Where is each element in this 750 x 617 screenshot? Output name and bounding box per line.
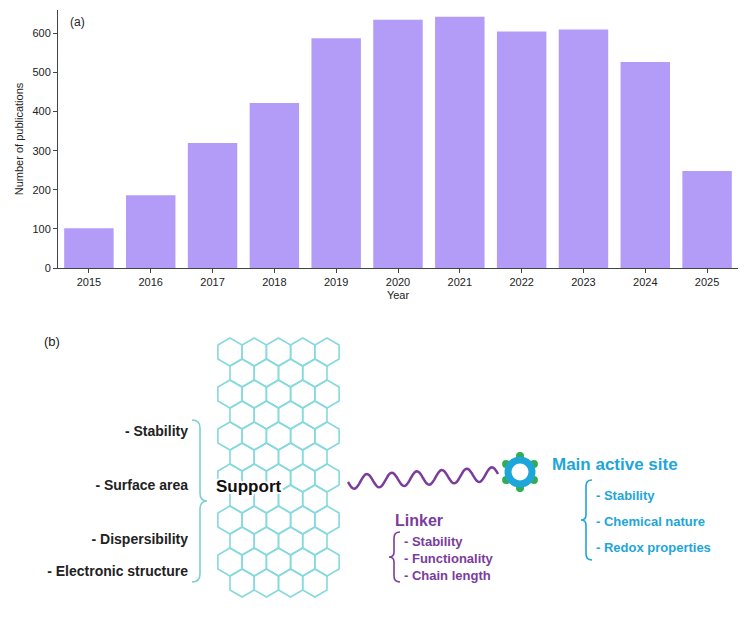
svg-text:- Stability: - Stability: [125, 423, 188, 439]
svg-text:2019: 2019: [324, 276, 348, 288]
svg-text:(a): (a): [70, 15, 85, 29]
svg-text:200: 200: [32, 184, 50, 196]
svg-text:- Chemical nature: - Chemical nature: [596, 514, 705, 529]
svg-text:0: 0: [45, 262, 51, 274]
svg-text:Year: Year: [387, 289, 410, 301]
svg-text:2015: 2015: [77, 276, 101, 288]
svg-text:2020: 2020: [386, 276, 410, 288]
svg-text:2022: 2022: [509, 276, 533, 288]
svg-text:2021: 2021: [448, 276, 472, 288]
svg-text:500: 500: [32, 66, 50, 78]
svg-text:- Functionality: - Functionality: [404, 551, 494, 566]
svg-text:- Dispersibility: - Dispersibility: [92, 531, 189, 547]
svg-text:2025: 2025: [695, 276, 719, 288]
svg-text:2016: 2016: [138, 276, 162, 288]
svg-text:Linker: Linker: [395, 512, 443, 529]
svg-text:- Chain length: - Chain length: [404, 568, 491, 583]
svg-text:- Electronic structure: - Electronic structure: [47, 563, 188, 579]
svg-text:2018: 2018: [262, 276, 286, 288]
svg-text:300: 300: [32, 145, 50, 157]
svg-text:- Redox properties: - Redox properties: [596, 540, 711, 555]
svg-text:Main active site: Main active site: [552, 455, 678, 474]
svg-text:2024: 2024: [633, 276, 657, 288]
svg-text:600: 600: [32, 27, 50, 39]
svg-text:400: 400: [32, 105, 50, 117]
svg-text:(b): (b): [44, 334, 60, 349]
svg-text:100: 100: [32, 223, 50, 235]
svg-text:2017: 2017: [200, 276, 224, 288]
svg-text:- Stability: - Stability: [404, 534, 463, 549]
svg-text:2023: 2023: [571, 276, 595, 288]
svg-text:Support: Support: [216, 477, 281, 496]
svg-text:Number of publications: Number of publications: [13, 82, 25, 195]
svg-text:- Stability: - Stability: [596, 488, 655, 503]
svg-text:- Surface area: - Surface area: [95, 477, 188, 493]
